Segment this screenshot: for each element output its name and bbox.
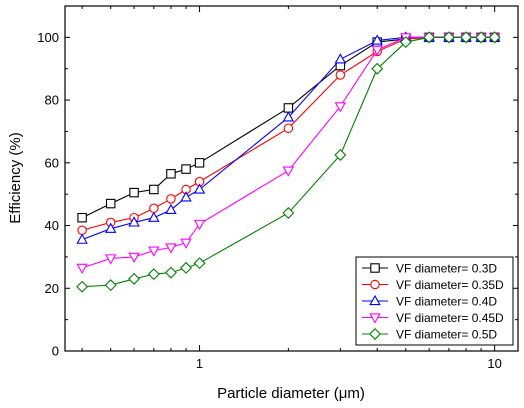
data-point (76, 233, 88, 244)
data-point (180, 238, 192, 249)
data-point (128, 252, 140, 264)
data-point (77, 225, 87, 236)
x-axis-title: Particle diameter (μm) (217, 385, 365, 402)
data-point (399, 36, 412, 49)
data-point (282, 111, 295, 122)
data-point (442, 31, 455, 44)
data-point (193, 257, 206, 270)
data-point (128, 272, 141, 285)
data-point (76, 263, 88, 275)
data-point (165, 203, 177, 215)
data-point (104, 279, 117, 292)
data-point (129, 187, 139, 198)
data-point (77, 212, 87, 223)
data-point (371, 34, 383, 45)
data-point (166, 169, 176, 179)
y-tick-label: 60 (45, 155, 59, 170)
data-point (148, 211, 160, 222)
plot-frame (64, 5, 519, 352)
data-point (105, 198, 116, 209)
y-axis-title: Efficiency (%) (7, 132, 24, 223)
data-point (104, 222, 117, 233)
y-axis-ticks: 0 20 40 60 80 100 (37, 5, 518, 359)
legend-marker (370, 279, 380, 290)
legend-marker (369, 313, 381, 324)
data-point (193, 219, 206, 231)
data-point (460, 31, 473, 44)
y-tick-label: 80 (45, 93, 59, 108)
data-point (180, 191, 192, 202)
legend-label: VF diameter= 0.5D (396, 327, 497, 341)
data-point (283, 103, 294, 113)
data-point (148, 246, 160, 257)
data-point (104, 254, 117, 265)
data-point (475, 31, 488, 44)
data-point (334, 102, 347, 113)
legend-label: VF diameter= 0.35D (396, 278, 504, 292)
data-point (334, 53, 347, 64)
y-tick-label: 0 (52, 344, 59, 359)
legend: VF diameter= 0.3D VF diameter= 0.35D VF di… (355, 256, 514, 346)
data-point (181, 164, 191, 174)
legend-item: VF diameter= 0.45D (362, 311, 504, 325)
legend-label: VF diameter= 0.45D (396, 311, 504, 325)
data-point (193, 183, 206, 194)
data-point (335, 70, 346, 80)
data-point (423, 31, 436, 44)
data-point (164, 266, 177, 279)
y-tick-label: 20 (45, 281, 59, 296)
data-point (282, 207, 295, 219)
x-tick-label: 10 (487, 356, 501, 371)
x-axis-ticks: 1 10 (81, 6, 502, 371)
data-point (149, 184, 159, 195)
series-5 (76, 31, 501, 293)
data-point (371, 62, 384, 75)
data-point (371, 45, 383, 57)
data-point (488, 31, 501, 44)
data-point (165, 243, 177, 254)
legend-item: VF diameter= 0.5D (362, 327, 497, 341)
legend-marker (370, 263, 380, 273)
legend-label: VF diameter= 0.4D (396, 294, 497, 308)
data-point (334, 148, 347, 161)
legend-item: VF diameter= 0.35D (362, 278, 504, 292)
data-point (128, 216, 140, 227)
data-point (149, 203, 159, 214)
plot-marks (76, 31, 501, 293)
data-point (166, 194, 176, 204)
series-line (82, 36, 495, 288)
data-point (76, 280, 89, 293)
x-tick-label: 1 (196, 356, 203, 371)
legend-label: VF diameter= 0.3D (396, 261, 497, 275)
legend-item: VF diameter= 0.3D (362, 261, 497, 275)
data-point (180, 261, 193, 274)
y-tick-label: 40 (45, 218, 59, 233)
data-point (283, 123, 294, 134)
data-point (147, 268, 160, 281)
legend-marker (369, 328, 381, 340)
legend-item: VF diameter= 0.4D (362, 294, 497, 308)
data-point (282, 166, 295, 177)
legend-marker (369, 294, 381, 306)
y-tick-label: 100 (37, 30, 59, 45)
data-point (194, 158, 205, 168)
